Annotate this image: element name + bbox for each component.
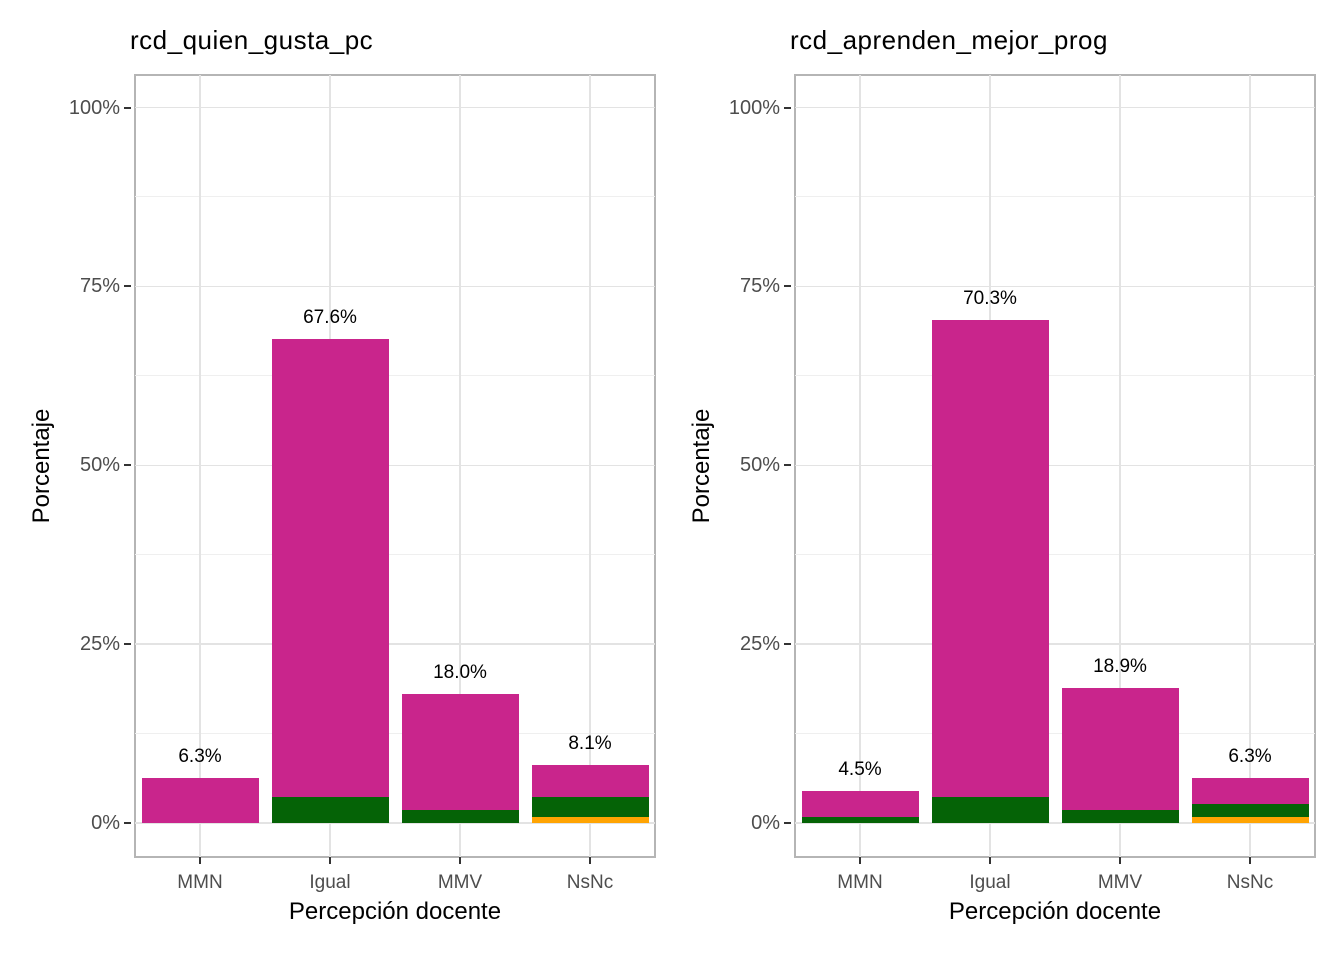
gridline-major-h bbox=[795, 285, 1315, 288]
gridline-major-v bbox=[459, 75, 461, 857]
y-tick-label: 25% bbox=[79, 633, 120, 656]
bar-segment-magenta bbox=[1191, 777, 1309, 804]
bar-value-label: 67.6% bbox=[303, 307, 357, 329]
gridline-major-h bbox=[135, 464, 655, 466]
bar-segment-green bbox=[1061, 810, 1179, 823]
gridline-major-v bbox=[589, 75, 591, 857]
gridline-minor-h bbox=[795, 375, 1315, 377]
y-tick-label: 0% bbox=[91, 812, 120, 834]
x-tick bbox=[459, 857, 461, 864]
x-axis-title: Percepción docente bbox=[948, 898, 1162, 925]
x-tick bbox=[329, 857, 331, 864]
y-tick-label: 0% bbox=[751, 812, 780, 834]
chart-title: rcd_aprenden_mejor_prog bbox=[790, 25, 1108, 55]
bar-value-label: 18.0% bbox=[433, 662, 487, 684]
bar-segment-green bbox=[1191, 803, 1309, 817]
gridline-minor-h bbox=[795, 733, 1315, 735]
bar-segment-magenta bbox=[1061, 687, 1179, 811]
gridline-major-h bbox=[135, 643, 655, 645]
x-tick-label-mmv: MMV bbox=[1097, 872, 1143, 893]
bar-segment-magenta bbox=[271, 339, 389, 798]
y-tick-label: 100% bbox=[68, 96, 120, 119]
y-tick bbox=[124, 285, 131, 288]
y-tick bbox=[124, 643, 131, 646]
bar-segment-magenta bbox=[401, 694, 519, 811]
y-tick bbox=[784, 285, 791, 288]
bar-value-label: 6.3% bbox=[178, 745, 222, 767]
gridline-major-h bbox=[795, 822, 1315, 824]
plot-panel: 4.5% 70.3% 18.9% 6.3% bbox=[794, 74, 1316, 858]
gridline-major-h bbox=[795, 643, 1315, 645]
bar-value-label: 70.3% bbox=[963, 288, 1017, 309]
gridline-major-h bbox=[135, 285, 655, 288]
gridline-major-v bbox=[1119, 75, 1121, 857]
bar-value-label: 8.1% bbox=[568, 733, 612, 755]
y-tick-label: 25% bbox=[739, 633, 780, 656]
bar-segment-green bbox=[931, 797, 1049, 823]
x-tick bbox=[1119, 857, 1121, 864]
bar-segment-magenta bbox=[931, 320, 1049, 798]
plot-panel: 6.3% 67.6% 18.0% 8.1% bbox=[134, 74, 656, 858]
bar-segment-orange bbox=[1191, 816, 1309, 823]
y-tick-label: 100% bbox=[728, 96, 780, 119]
y-tick bbox=[784, 106, 791, 109]
x-tick-label-mmn: MMN bbox=[177, 872, 223, 893]
bar-value-label: 4.5% bbox=[838, 758, 882, 780]
x-tick-label-mmn: MMN bbox=[837, 872, 883, 893]
x-tick-label-nsnc: NsNc bbox=[1226, 872, 1274, 893]
bar-segment-magenta bbox=[801, 790, 919, 817]
gridline-major-h bbox=[795, 106, 1315, 109]
gridline-major-h bbox=[135, 106, 655, 109]
x-tick bbox=[1249, 857, 1251, 864]
bar-value-label: 18.9% bbox=[1093, 655, 1147, 677]
bar-segment-orange bbox=[531, 816, 649, 823]
gridline-minor-h bbox=[135, 554, 655, 556]
bar-segment-green bbox=[271, 797, 389, 823]
gridline-minor-h bbox=[135, 733, 655, 735]
bar-segment-magenta bbox=[531, 765, 649, 798]
y-tick-label: 75% bbox=[739, 275, 780, 298]
gridline-minor-h bbox=[135, 196, 655, 198]
gridline-minor-h bbox=[795, 196, 1315, 198]
y-tick bbox=[124, 106, 131, 109]
x-tick bbox=[199, 857, 201, 864]
bar-segment-green bbox=[801, 816, 919, 823]
x-tick bbox=[989, 857, 991, 864]
y-tick bbox=[784, 464, 791, 467]
gridline-major-v bbox=[859, 75, 861, 857]
bar-segment-magenta bbox=[141, 777, 259, 823]
bar-segment-green bbox=[401, 810, 519, 823]
gridline-major-v bbox=[199, 75, 201, 857]
y-tick bbox=[784, 822, 791, 824]
gridline-minor-h bbox=[135, 375, 655, 377]
y-tick-label: 75% bbox=[79, 275, 120, 298]
bar-segment-green bbox=[531, 797, 649, 817]
x-tick-label-igual: Igual bbox=[309, 872, 351, 893]
chart-title: rcd_quien_gusta_pc bbox=[130, 25, 374, 55]
x-tick-label-nsnc: NsNc bbox=[566, 872, 614, 893]
gridline-minor-h bbox=[795, 554, 1315, 556]
x-tick-label-mmv: MMV bbox=[437, 872, 483, 893]
x-tick-label-igual: Igual bbox=[969, 872, 1011, 893]
x-tick bbox=[589, 857, 591, 864]
bar-value-label: 6.3% bbox=[1228, 745, 1272, 767]
y-tick-label: 50% bbox=[739, 454, 780, 477]
y-tick bbox=[784, 643, 791, 646]
chart-quien-gusta-pc: rcd_quien_gusta_pc Porcentaje 6.3% 67.6% 1… bbox=[28, 25, 656, 925]
chart-aprenden-mejor-prog: rcd_aprenden_mejor_prog Porcentaje 4.5% 7… bbox=[672, 0, 1344, 960]
x-tick bbox=[859, 857, 861, 864]
gridline-major-h bbox=[135, 822, 655, 824]
y-tick bbox=[124, 822, 131, 824]
x-axis-title: Percepción docente bbox=[288, 898, 502, 925]
gridline-major-v bbox=[1249, 75, 1251, 857]
y-tick bbox=[124, 464, 131, 467]
gridline-major-h bbox=[795, 464, 1315, 466]
y-tick-label: 50% bbox=[79, 454, 120, 477]
